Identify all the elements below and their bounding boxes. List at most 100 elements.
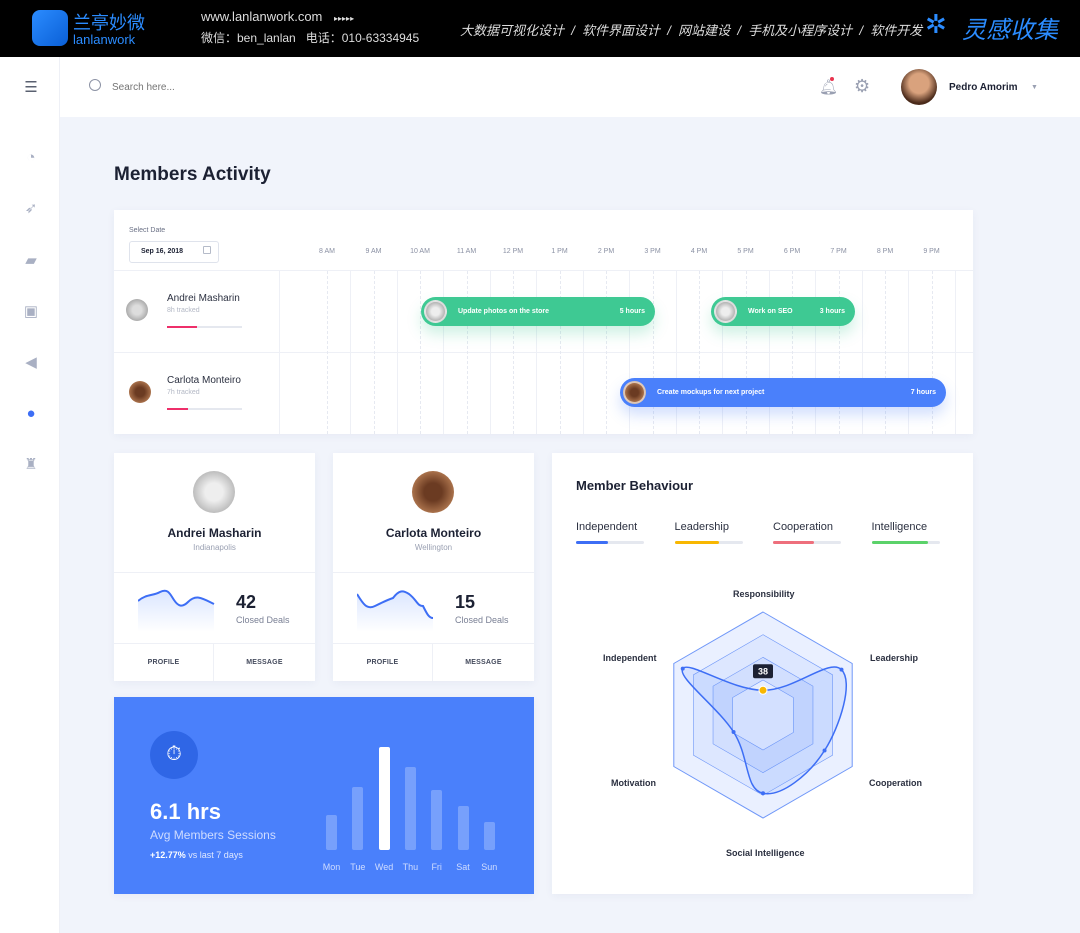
message-button[interactable]: MESSAGE xyxy=(433,643,534,681)
date-value: Sep 16, 2018 xyxy=(141,248,184,255)
profile-name: Carlota Monteiro xyxy=(385,526,482,540)
hour-label: 11 AM xyxy=(456,248,477,255)
feather-icon[interactable]: ➶ xyxy=(24,200,38,217)
hour-label: 1 PM xyxy=(551,248,568,255)
pie-chart-icon[interactable]: ◔ xyxy=(26,149,36,166)
hour-label: 8 AM xyxy=(319,248,335,255)
grid-line xyxy=(815,271,816,434)
task-duration: 3 hours xyxy=(819,308,845,315)
radar-point-independent xyxy=(680,666,685,671)
bell-icon[interactable]: 🔔︎ xyxy=(819,79,839,96)
hour-label: 9 PM xyxy=(923,248,940,255)
deals-label: Closed Deals xyxy=(236,615,290,625)
radar-axis-label: Social Intelligence xyxy=(726,848,805,858)
bar-wed xyxy=(378,747,390,850)
hour-label: 3 PM xyxy=(644,248,661,255)
bar-thu xyxy=(404,767,416,850)
radar-axis-label: Independent xyxy=(603,653,657,663)
grid-line xyxy=(838,271,840,434)
grid-line xyxy=(396,271,398,434)
timeline-row-divider xyxy=(114,352,973,353)
bar-fri xyxy=(431,790,443,850)
change-value: +12.77% xyxy=(150,850,186,860)
inbox-icon[interactable]: ▣ xyxy=(23,303,39,320)
grid-line xyxy=(536,271,537,434)
tracked-progress xyxy=(167,408,242,410)
radar-chart: 38 xyxy=(673,611,853,819)
change-suffix: vs last 7 days xyxy=(188,850,243,860)
search-icon[interactable] xyxy=(89,79,101,91)
gear-icon[interactable]: ⚙ xyxy=(854,76,871,96)
profile-avatar xyxy=(193,471,235,513)
divider xyxy=(114,572,315,573)
hour-label: 7 PM xyxy=(830,248,847,255)
sessions-value: 6.1 hrs xyxy=(150,799,221,824)
bar-sat xyxy=(457,806,469,850)
grid-line xyxy=(931,271,933,434)
grid-line xyxy=(489,271,491,434)
grid-line xyxy=(861,271,863,434)
user-name[interactable]: Pedro Amorim xyxy=(949,82,1018,93)
radar-ring xyxy=(732,679,794,751)
profile-avatar xyxy=(412,471,454,513)
brand-text: 灵感收集 xyxy=(962,17,1058,44)
banner-url: www.lanlanwork.com ▸▸▸▸▸ xyxy=(201,9,354,24)
grid-line xyxy=(629,271,630,434)
profile-button[interactable]: PROFILE xyxy=(333,643,433,681)
legend-progress xyxy=(576,541,644,544)
hour-label: 2 PM xyxy=(597,248,615,255)
menu-icon[interactable]: ☰ xyxy=(24,79,38,96)
brand-icon: ✲ xyxy=(925,9,947,39)
task-duration: 5 hours xyxy=(619,308,645,315)
banner-services: 大数据可视化设计 / 软件界面设计 / 网站建设 / 手机及小程序设计 / 软件… xyxy=(460,23,923,38)
chevron-down-icon[interactable]: ▼ xyxy=(1031,84,1038,91)
chat-icon[interactable]: ▰ xyxy=(25,252,37,269)
legend-label: Leadership xyxy=(674,521,729,533)
money-bag-icon[interactable]: ♜ xyxy=(24,456,38,473)
grid-line xyxy=(722,271,723,434)
hour-label: 5 PM xyxy=(737,248,754,255)
banner-contact: 微信：ben_lanlan 电话：010-63334945 xyxy=(201,29,419,46)
hour-label: 8 PM xyxy=(876,248,894,255)
member-tracked: 8h tracked xyxy=(167,307,200,314)
radar-point-motivation xyxy=(731,729,736,734)
radar-axis-label: Leadership xyxy=(870,653,919,663)
date-picker[interactable]: Sep 16, 2018 xyxy=(129,241,219,263)
bar-tue xyxy=(352,787,364,850)
users-icon[interactable]: ● xyxy=(26,405,36,422)
user-avatar[interactable] xyxy=(901,69,937,105)
grid-line xyxy=(675,271,677,434)
radar-axis-label: Cooperation xyxy=(869,778,922,788)
member-avatar xyxy=(129,381,151,403)
tracked-progress xyxy=(167,326,242,328)
search-input[interactable] xyxy=(112,77,312,97)
member-tracked: 7h tracked xyxy=(167,389,200,396)
hour-label: 6 PM xyxy=(783,248,801,255)
legend-label: Cooperation xyxy=(773,521,833,533)
grid-line xyxy=(745,271,747,434)
radar-point-responsibility xyxy=(758,685,768,695)
bar-label: Mon xyxy=(322,862,341,872)
profile-city: Wellington xyxy=(414,543,453,552)
profile-button[interactable]: PROFILE xyxy=(114,643,214,681)
bar-label: Tue xyxy=(350,862,366,872)
radar-point-leadership xyxy=(839,667,844,672)
megaphone-icon[interactable]: ◀ xyxy=(25,354,37,371)
sessions-label: Avg Members Sessions xyxy=(150,828,276,842)
grid-line xyxy=(327,271,328,434)
stopwatch-icon: ⏱ xyxy=(150,731,198,779)
radar-tooltip xyxy=(753,664,773,679)
task-bar[interactable]: Update photos on the store 5 hours xyxy=(421,297,655,326)
message-button[interactable]: MESSAGE xyxy=(214,643,315,681)
legend-progress xyxy=(674,541,743,544)
sparkline xyxy=(138,589,215,632)
grid-line xyxy=(559,271,561,434)
task-bar[interactable]: Work on SEO 3 hours xyxy=(711,297,855,326)
profile-city: Indianapolis xyxy=(193,543,236,552)
page-title: Members Activity xyxy=(114,164,271,185)
task-title: Work on SEO xyxy=(748,308,793,315)
profile-card: Carlota Monteiro Wellington 15 Closed De… xyxy=(333,453,534,681)
grid-line xyxy=(954,271,956,434)
logo-en: lanlanwork xyxy=(73,32,136,47)
task-bar[interactable]: Create mockups for next project 7 hours xyxy=(620,378,946,407)
